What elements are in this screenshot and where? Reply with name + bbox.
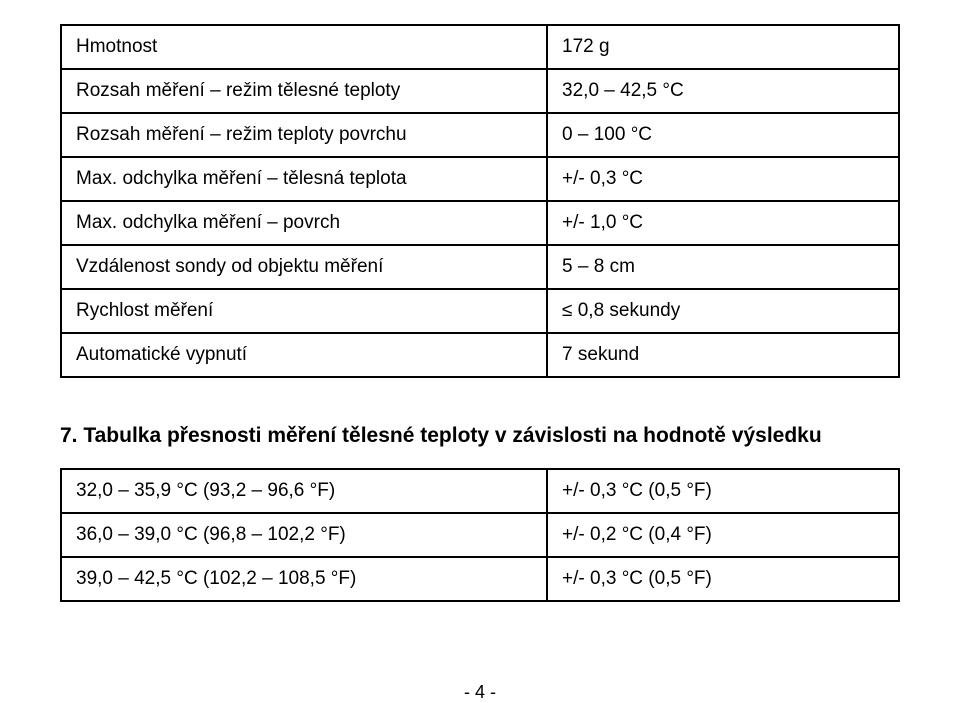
table-row: Rychlost měření≤ 0,8 sekundy	[61, 289, 899, 333]
table-row: Vzdálenost sondy od objektu měření5 – 8 …	[61, 245, 899, 289]
specs-table: Hmotnost172 gRozsah měření – režim těles…	[60, 24, 900, 378]
spec-label: Max. odchylka měření – povrch	[61, 201, 547, 245]
table-row: Rozsah měření – režim tělesné teploty32,…	[61, 69, 899, 113]
spec-label: Hmotnost	[61, 25, 547, 69]
tolerance-cell: +/- 0,3 °C (0,5 °F)	[547, 469, 899, 513]
range-cell: 32,0 – 35,9 °C (93,2 – 96,6 °F)	[61, 469, 547, 513]
spec-label: Rozsah měření – režim teploty povrchu	[61, 113, 547, 157]
table-row: Max. odchylka měření – povrch+/- 1,0 °C	[61, 201, 899, 245]
table-row: Hmotnost172 g	[61, 25, 899, 69]
range-cell: 36,0 – 39,0 °C (96,8 – 102,2 °F)	[61, 513, 547, 557]
page-number: - 4 -	[60, 682, 900, 703]
spec-label: Vzdálenost sondy od objektu měření	[61, 245, 547, 289]
table-row: Max. odchylka měření – tělesná teplota+/…	[61, 157, 899, 201]
accuracy-table: 32,0 – 35,9 °C (93,2 – 96,6 °F)+/- 0,3 °…	[60, 468, 900, 602]
range-cell: 39,0 – 42,5 °C (102,2 – 108,5 °F)	[61, 557, 547, 601]
spec-value: 7 sekund	[547, 333, 899, 377]
table-row: 39,0 – 42,5 °C (102,2 – 108,5 °F)+/- 0,3…	[61, 557, 899, 601]
spec-value: 32,0 – 42,5 °C	[547, 69, 899, 113]
spec-value: +/- 0,3 °C	[547, 157, 899, 201]
spec-value: 5 – 8 cm	[547, 245, 899, 289]
tolerance-cell: +/- 0,2 °C (0,4 °F)	[547, 513, 899, 557]
table-row: 36,0 – 39,0 °C (96,8 – 102,2 °F)+/- 0,2 …	[61, 513, 899, 557]
spec-label: Rychlost měření	[61, 289, 547, 333]
spec-label: Max. odchylka měření – tělesná teplota	[61, 157, 547, 201]
table-row: 32,0 – 35,9 °C (93,2 – 96,6 °F)+/- 0,3 °…	[61, 469, 899, 513]
spec-value: +/- 1,0 °C	[547, 201, 899, 245]
spec-value: 172 g	[547, 25, 899, 69]
spec-value: ≤ 0,8 sekundy	[547, 289, 899, 333]
table-row: Automatické vypnutí7 sekund	[61, 333, 899, 377]
spec-label: Automatické vypnutí	[61, 333, 547, 377]
section-heading: 7. Tabulka přesnosti měření tělesné tepl…	[60, 424, 900, 448]
spec-label: Rozsah měření – režim tělesné teploty	[61, 69, 547, 113]
tolerance-cell: +/- 0,3 °C (0,5 °F)	[547, 557, 899, 601]
spec-value: 0 – 100 °C	[547, 113, 899, 157]
table-row: Rozsah měření – režim teploty povrchu0 –…	[61, 113, 899, 157]
